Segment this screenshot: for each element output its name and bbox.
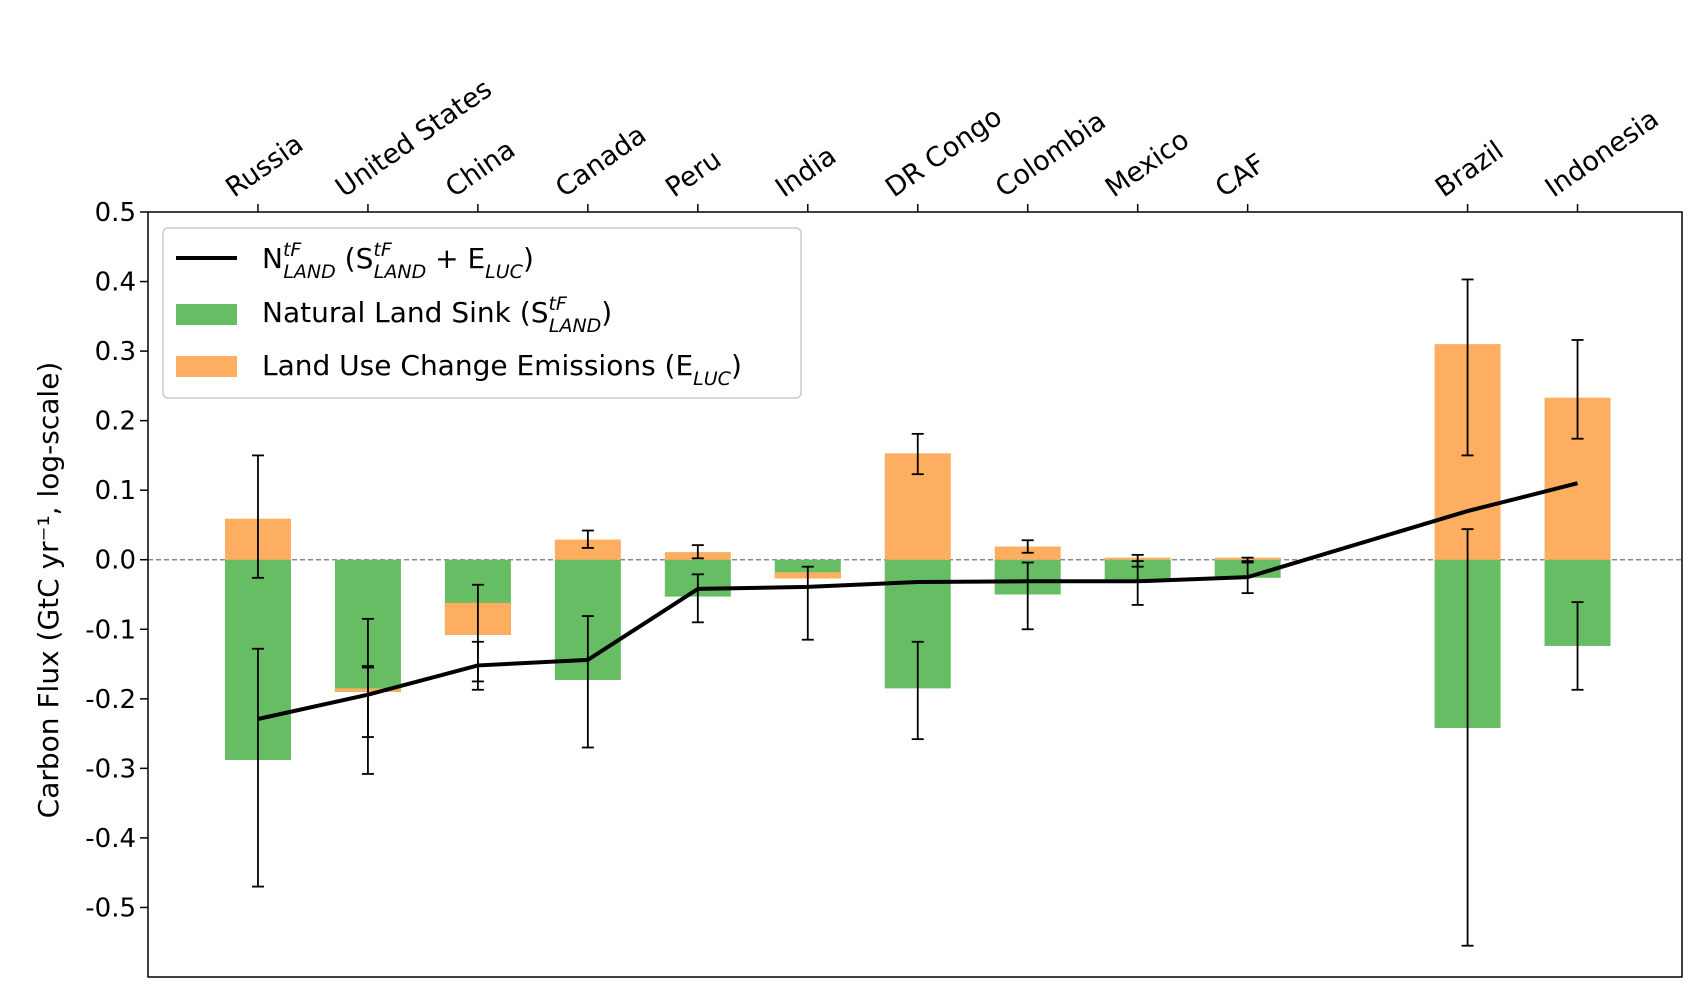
luc-error-canada bbox=[581, 529, 594, 549]
x-tick-label-caf: CAF bbox=[1210, 148, 1271, 204]
luc-error-mexico bbox=[1131, 553, 1144, 568]
luc-error-caf bbox=[1241, 556, 1254, 563]
legend-label-sink: Natural Land Sink (StF LAND) bbox=[262, 293, 612, 337]
sink-error-dr-congo bbox=[911, 640, 924, 741]
sink-error-canada bbox=[581, 615, 594, 749]
luc-error-russia bbox=[251, 454, 264, 579]
x-tick-label-indonesia: Indonesia bbox=[1540, 103, 1665, 203]
x-tick-label-canada: Canada bbox=[550, 119, 652, 203]
y-tick-label: -0.2 bbox=[85, 685, 136, 715]
x-tick-label-dr-congo: DR Congo bbox=[880, 101, 1008, 203]
y-tick-label: 0.1 bbox=[95, 476, 136, 506]
luc-error-china bbox=[471, 640, 484, 683]
y-tick-label: 0.3 bbox=[95, 337, 136, 367]
sink-error-brazil bbox=[1461, 528, 1474, 947]
y-tick-label: -0.3 bbox=[85, 754, 136, 784]
sink-error-indonesia bbox=[1571, 601, 1584, 691]
y-tick-label: -0.5 bbox=[85, 893, 136, 923]
legend-label-luc: Land Use Change Emissions (ELUC) bbox=[262, 349, 742, 390]
luc-bar-canada bbox=[554, 539, 621, 560]
x-tick-label-mexico: Mexico bbox=[1100, 124, 1195, 203]
x-tick-label-russia: Russia bbox=[220, 129, 309, 204]
sink-error-india bbox=[801, 565, 814, 641]
luc-error-colombia bbox=[1021, 539, 1034, 554]
plot-frame bbox=[147, 211, 1683, 978]
sink-error-colombia bbox=[1021, 561, 1034, 631]
luc-error-dr-congo bbox=[911, 432, 924, 476]
x-tick-label-brazil: Brazil bbox=[1430, 135, 1510, 204]
y-tick-label: 0.0 bbox=[95, 546, 136, 576]
legend-label-net: NtF LAND (StF LAND + ELUC) bbox=[262, 239, 534, 283]
legend-frame bbox=[162, 227, 802, 399]
legend: NtF LAND (StF LAND + ELUC) Natural Land Si… bbox=[162, 227, 802, 399]
x-tick-label-india: India bbox=[770, 140, 842, 203]
plot-area bbox=[148, 278, 1682, 947]
sink-error-peru bbox=[691, 573, 704, 624]
luc-error-peru bbox=[691, 544, 704, 560]
luc-error-brazil bbox=[1461, 278, 1474, 457]
y-tick-label: 0.5 bbox=[95, 198, 136, 228]
y-tick-label: -0.4 bbox=[85, 824, 136, 854]
y-tick-label: -0.1 bbox=[85, 615, 136, 645]
x-tick-label-colombia: Colombia bbox=[990, 106, 1112, 204]
legend-swatch-luc bbox=[176, 356, 237, 377]
legend-swatch-sink bbox=[176, 304, 237, 325]
net-error-united-states bbox=[361, 666, 374, 738]
net-flux-line bbox=[257, 481, 1579, 721]
sink-error-russia bbox=[251, 647, 264, 888]
y-tick-label: 0.4 bbox=[95, 268, 136, 298]
x-tick-label-peru: Peru bbox=[660, 144, 727, 204]
y-tick-label: 0.2 bbox=[95, 407, 136, 437]
x-tick-label-china: China bbox=[440, 134, 521, 204]
y-axis-label: Carbon Flux (GtC yr⁻¹, log-scale) bbox=[32, 362, 65, 819]
luc-error-indonesia bbox=[1571, 339, 1584, 440]
